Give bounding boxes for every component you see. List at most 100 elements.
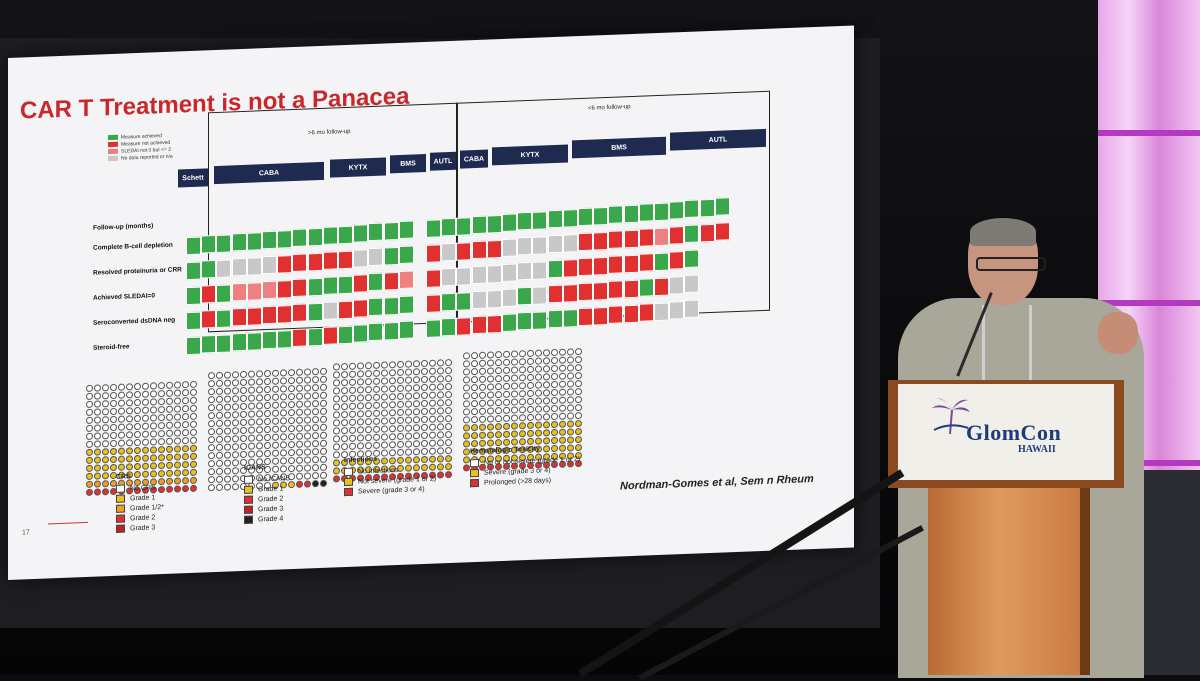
curtain-light-band bbox=[1098, 130, 1200, 136]
dot-mark bbox=[535, 357, 542, 365]
dot-mark bbox=[413, 384, 420, 392]
dot-mark bbox=[208, 436, 215, 444]
dot-mark bbox=[94, 488, 101, 496]
dot-mark bbox=[190, 444, 197, 453]
dot-mark bbox=[349, 378, 356, 386]
dot-mark bbox=[240, 450, 247, 459]
result-cell bbox=[578, 232, 593, 252]
dot-mark bbox=[543, 413, 550, 421]
dot-mark bbox=[272, 401, 279, 409]
dot-mark bbox=[397, 432, 404, 441]
dot-mark bbox=[166, 437, 173, 445]
result-cell bbox=[608, 205, 624, 225]
dot-mark bbox=[559, 420, 566, 428]
icans-legend-item: Grade 2 bbox=[258, 494, 284, 503]
dot-mark bbox=[272, 441, 279, 449]
dot-mark bbox=[543, 421, 550, 429]
result-cell bbox=[684, 199, 700, 219]
dot-mark bbox=[421, 359, 428, 368]
dot-mark bbox=[413, 432, 420, 440]
dot-mark bbox=[567, 412, 574, 420]
dot-mark bbox=[272, 433, 279, 441]
dot-mark bbox=[296, 440, 303, 448]
result-cell bbox=[669, 225, 685, 245]
result-cell bbox=[593, 256, 609, 276]
dot-mark bbox=[280, 409, 287, 417]
result-cell bbox=[307, 227, 323, 247]
result-cell bbox=[699, 198, 715, 218]
dot-mark bbox=[495, 359, 502, 367]
dot-mark bbox=[166, 381, 173, 389]
result-cell bbox=[216, 259, 232, 278]
dot-mark bbox=[463, 352, 470, 360]
dot-mark bbox=[413, 408, 420, 416]
result-cell bbox=[638, 278, 654, 297]
dot-mark bbox=[437, 463, 444, 471]
dot-mark bbox=[575, 371, 582, 380]
dot-mark bbox=[471, 431, 478, 440]
dot-mark bbox=[296, 400, 303, 408]
dot-mark bbox=[256, 442, 263, 450]
dot-mark bbox=[479, 407, 486, 415]
dot-mark bbox=[216, 451, 223, 460]
dot-mark bbox=[272, 417, 279, 425]
dot-mark bbox=[405, 376, 412, 384]
group-autl-short: AUTL bbox=[670, 128, 766, 151]
dot-mark bbox=[182, 477, 189, 485]
dot-mark bbox=[437, 367, 444, 375]
dot-mark bbox=[413, 360, 420, 368]
dot-mark bbox=[174, 429, 181, 437]
dot-mark bbox=[487, 423, 494, 431]
dot-mark bbox=[421, 391, 428, 400]
result-cell bbox=[322, 326, 338, 345]
dot-mark bbox=[240, 442, 247, 451]
dot-mark bbox=[519, 390, 526, 398]
result-cell bbox=[277, 254, 293, 274]
dot-mark bbox=[94, 456, 101, 464]
dot-mark bbox=[296, 424, 303, 432]
dot-mark bbox=[437, 471, 444, 479]
dot-mark bbox=[272, 385, 279, 393]
dot-mark bbox=[551, 404, 558, 413]
dot-mark bbox=[567, 356, 574, 364]
curtain-light-band bbox=[1098, 460, 1200, 466]
dot-mark bbox=[174, 469, 181, 477]
dot-mark bbox=[312, 408, 319, 416]
dot-mark bbox=[216, 467, 223, 476]
dot-mark bbox=[304, 432, 311, 440]
dot-mark bbox=[312, 480, 319, 488]
dot-mark bbox=[365, 370, 372, 378]
dot-mark bbox=[479, 423, 486, 431]
slide-page-number: 17 bbox=[22, 529, 30, 537]
dot-mark bbox=[158, 429, 165, 438]
dot-mark bbox=[312, 400, 319, 408]
dot-mark bbox=[551, 348, 558, 357]
group-caba-short: CABA bbox=[460, 149, 488, 169]
dot-mark bbox=[304, 472, 311, 480]
result-cell bbox=[246, 307, 262, 326]
result-cell bbox=[699, 223, 715, 243]
result-cell bbox=[246, 282, 262, 301]
result-cell bbox=[517, 287, 533, 306]
dot-mark bbox=[389, 425, 396, 433]
dot-mark bbox=[575, 363, 582, 372]
dot-mark bbox=[190, 396, 197, 405]
dot-mark bbox=[479, 359, 486, 367]
dot-mark bbox=[543, 405, 550, 413]
dot-mark bbox=[429, 359, 436, 367]
dot-mark bbox=[208, 428, 215, 436]
dot-mark bbox=[150, 422, 157, 430]
dot-mark bbox=[503, 374, 510, 382]
infections-legend-item: No infections bbox=[358, 466, 399, 476]
dot-mark bbox=[110, 463, 117, 472]
dot-mark bbox=[333, 443, 340, 451]
dot-mark bbox=[142, 430, 149, 438]
dot-mark bbox=[174, 477, 181, 485]
result-cell bbox=[441, 317, 457, 337]
dot-mark bbox=[94, 464, 101, 472]
dot-mark bbox=[190, 404, 197, 413]
dot-mark bbox=[341, 378, 348, 387]
dot-mark bbox=[413, 376, 420, 384]
dot-mark bbox=[288, 432, 295, 441]
dot-mark bbox=[405, 360, 412, 368]
